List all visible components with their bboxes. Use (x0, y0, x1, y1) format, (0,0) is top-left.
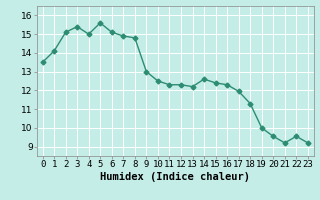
X-axis label: Humidex (Indice chaleur): Humidex (Indice chaleur) (100, 172, 250, 182)
